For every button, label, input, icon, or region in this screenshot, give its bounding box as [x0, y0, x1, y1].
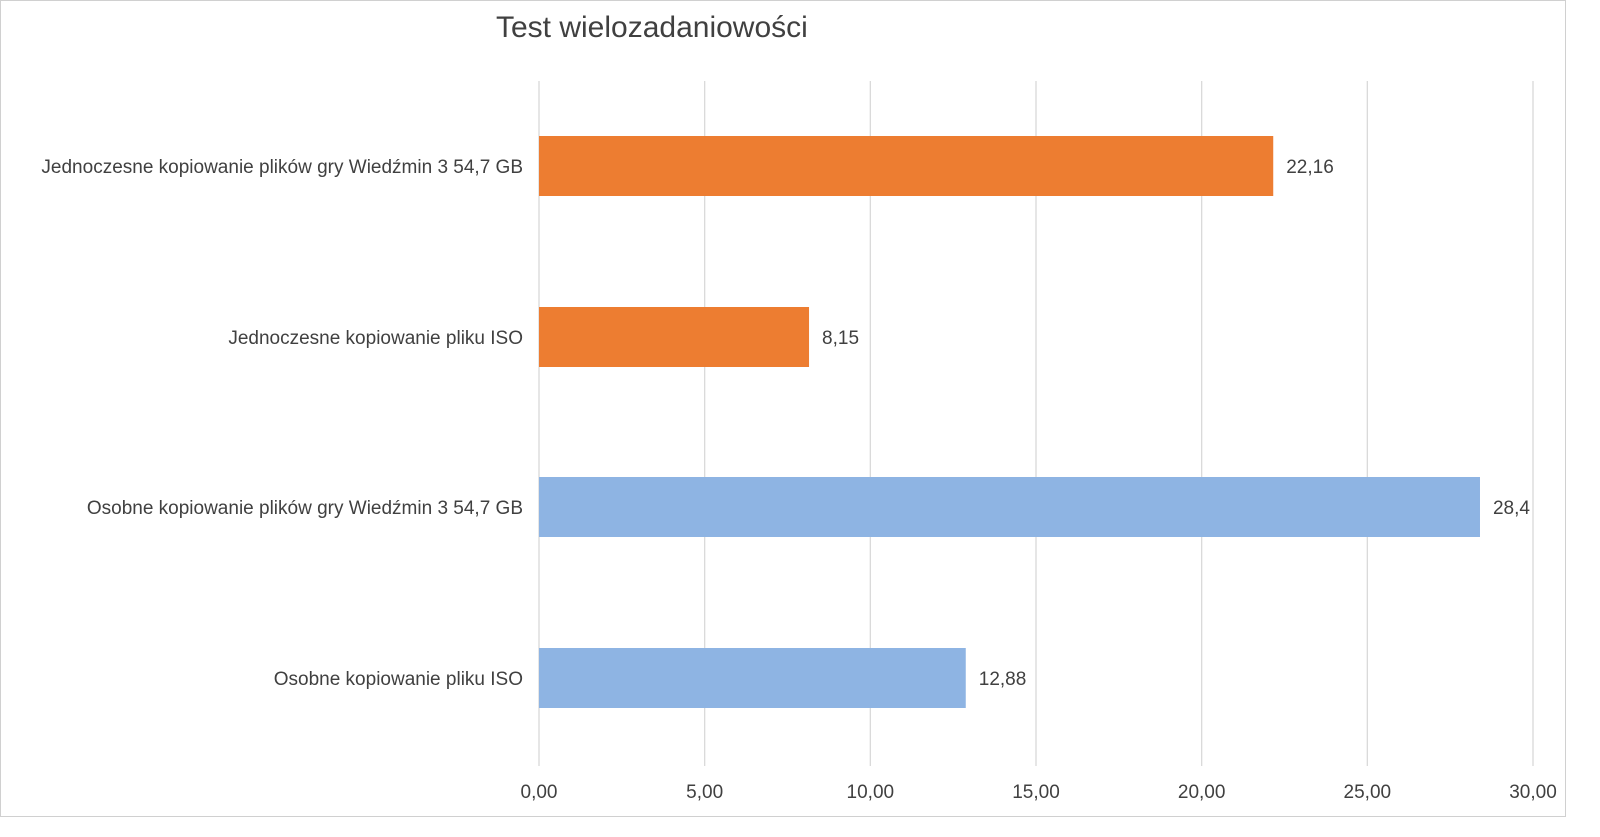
bar [539, 477, 1480, 537]
x-tick-label: 20,00 [1178, 782, 1226, 803]
x-tick-label: 15,00 [1012, 782, 1060, 803]
x-tick-label: 5,00 [686, 782, 723, 803]
bar-chart: Test wielozadaniowości 0,00 5,00 10,00 15,0… [41, 11, 1556, 803]
data-label: 28,4 [1493, 498, 1530, 519]
x-tick-label: 0,00 [521, 782, 558, 803]
x-tick-label: 25,00 [1344, 782, 1392, 803]
category-label: Jednoczesne kopiowanie pliku ISO [228, 328, 523, 349]
category-label: Osobne kopiowanie plików gry Wiedźmin 3 … [87, 498, 523, 519]
category-label: Jednoczesne kopiowanie plików gry Wiedźm… [41, 157, 523, 178]
bars [539, 136, 1480, 708]
x-tick-label: 10,00 [847, 782, 895, 803]
data-label: 8,15 [822, 328, 859, 349]
labels: 0,00 5,00 10,00 15,00 20,00 25,00 30,00 Jednocz… [41, 157, 1556, 803]
data-label: 22,16 [1286, 157, 1334, 178]
bar [539, 648, 966, 708]
data-label: 12,88 [979, 669, 1027, 690]
x-tick-label: 30,00 [1509, 782, 1557, 803]
chart-frame: Test wielozadaniowości 0,00 5,00 10,00 15,0… [0, 0, 1566, 817]
category-label: Osobne kopiowanie pliku ISO [274, 669, 523, 690]
chart-title: Test wielozadaniowości [496, 11, 808, 44]
bar [539, 307, 810, 367]
bar [539, 136, 1274, 196]
